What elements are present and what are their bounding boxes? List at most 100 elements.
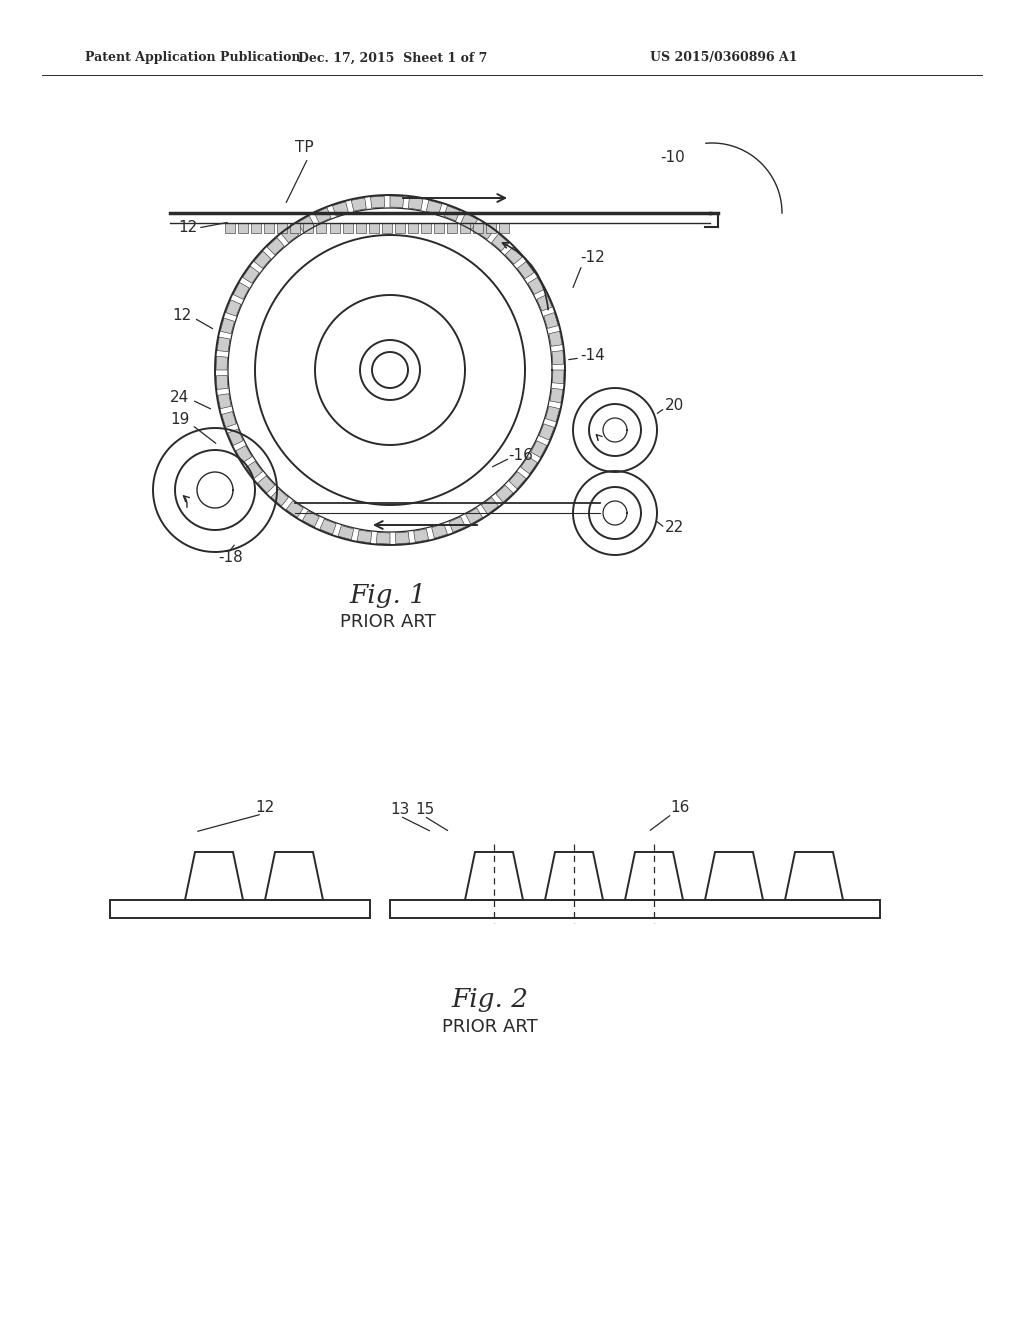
Text: TP: TP <box>295 140 313 156</box>
Text: -16: -16 <box>508 447 532 462</box>
Polygon shape <box>330 223 340 234</box>
Text: -14: -14 <box>580 347 605 363</box>
Polygon shape <box>550 388 563 403</box>
Polygon shape <box>343 223 352 234</box>
Polygon shape <box>460 223 470 234</box>
Polygon shape <box>505 247 522 264</box>
Text: 12: 12 <box>178 220 198 235</box>
Polygon shape <box>282 226 299 243</box>
Polygon shape <box>449 517 466 532</box>
Polygon shape <box>461 214 477 230</box>
Text: 20: 20 <box>665 397 684 412</box>
Polygon shape <box>537 294 552 312</box>
Polygon shape <box>369 223 379 234</box>
Polygon shape <box>371 197 385 209</box>
Polygon shape <box>303 223 313 234</box>
Polygon shape <box>278 223 288 234</box>
Polygon shape <box>302 511 319 527</box>
Polygon shape <box>254 251 271 268</box>
Text: Dec. 17, 2015  Sheet 1 of 7: Dec. 17, 2015 Sheet 1 of 7 <box>298 51 487 65</box>
Text: 19: 19 <box>170 412 189 428</box>
Polygon shape <box>530 441 547 458</box>
Polygon shape <box>377 532 390 544</box>
Polygon shape <box>314 207 331 223</box>
Polygon shape <box>338 525 353 540</box>
Polygon shape <box>486 223 497 234</box>
Polygon shape <box>414 529 429 543</box>
Polygon shape <box>319 519 336 535</box>
Text: 13: 13 <box>390 803 410 817</box>
Polygon shape <box>528 277 544 294</box>
Polygon shape <box>390 195 403 207</box>
Text: PRIOR ART: PRIOR ART <box>340 612 436 631</box>
Polygon shape <box>540 424 554 440</box>
Text: PRIOR ART: PRIOR ART <box>442 1018 538 1036</box>
Polygon shape <box>227 429 243 445</box>
Polygon shape <box>443 206 460 220</box>
Polygon shape <box>496 486 513 503</box>
Text: -18: -18 <box>218 550 243 565</box>
Text: 24: 24 <box>170 391 189 405</box>
Polygon shape <box>218 393 231 409</box>
Text: Patent Application Publication: Patent Application Publication <box>85 51 300 65</box>
Polygon shape <box>408 223 418 234</box>
Polygon shape <box>434 223 444 234</box>
Polygon shape <box>546 407 560 422</box>
Polygon shape <box>477 223 494 239</box>
Polygon shape <box>246 461 262 478</box>
Polygon shape <box>481 498 499 513</box>
Polygon shape <box>233 282 249 300</box>
Polygon shape <box>421 223 431 234</box>
Polygon shape <box>297 216 314 232</box>
Polygon shape <box>217 337 230 351</box>
Polygon shape <box>220 318 234 334</box>
Polygon shape <box>473 223 483 234</box>
Polygon shape <box>500 223 509 234</box>
Polygon shape <box>466 508 482 524</box>
Polygon shape <box>225 223 234 234</box>
Polygon shape <box>286 500 303 517</box>
Polygon shape <box>447 223 457 234</box>
Polygon shape <box>264 223 274 234</box>
Polygon shape <box>225 300 241 317</box>
Text: 12: 12 <box>255 800 274 816</box>
Polygon shape <box>271 490 289 506</box>
Polygon shape <box>251 223 261 234</box>
Text: Fig. 1: Fig. 1 <box>349 582 427 607</box>
Text: 15: 15 <box>415 803 434 817</box>
Polygon shape <box>216 375 228 389</box>
Polygon shape <box>521 457 538 474</box>
Polygon shape <box>357 531 372 543</box>
Polygon shape <box>426 201 442 214</box>
Text: 22: 22 <box>665 520 684 536</box>
Polygon shape <box>492 234 509 251</box>
Polygon shape <box>316 223 327 234</box>
Polygon shape <box>553 370 564 384</box>
Polygon shape <box>395 532 410 544</box>
Polygon shape <box>243 267 259 284</box>
Polygon shape <box>238 223 248 234</box>
Polygon shape <box>222 412 237 428</box>
Polygon shape <box>395 223 404 234</box>
Polygon shape <box>509 471 526 488</box>
Polygon shape <box>333 202 348 216</box>
Polygon shape <box>382 223 392 234</box>
Polygon shape <box>355 223 366 234</box>
Polygon shape <box>351 198 367 211</box>
Text: -10: -10 <box>660 150 685 165</box>
Text: Fig. 2: Fig. 2 <box>452 987 528 1012</box>
Polygon shape <box>552 351 564 364</box>
Polygon shape <box>517 261 535 279</box>
Polygon shape <box>431 524 447 539</box>
Text: 12: 12 <box>173 308 193 322</box>
Polygon shape <box>216 356 227 370</box>
Polygon shape <box>291 223 300 234</box>
Polygon shape <box>544 313 558 329</box>
Polygon shape <box>409 197 423 210</box>
Polygon shape <box>258 477 274 494</box>
Polygon shape <box>236 446 252 462</box>
Text: US 2015/0360896 A1: US 2015/0360896 A1 <box>650 51 798 65</box>
Text: 16: 16 <box>670 800 689 816</box>
Polygon shape <box>267 238 284 255</box>
Polygon shape <box>549 331 562 346</box>
